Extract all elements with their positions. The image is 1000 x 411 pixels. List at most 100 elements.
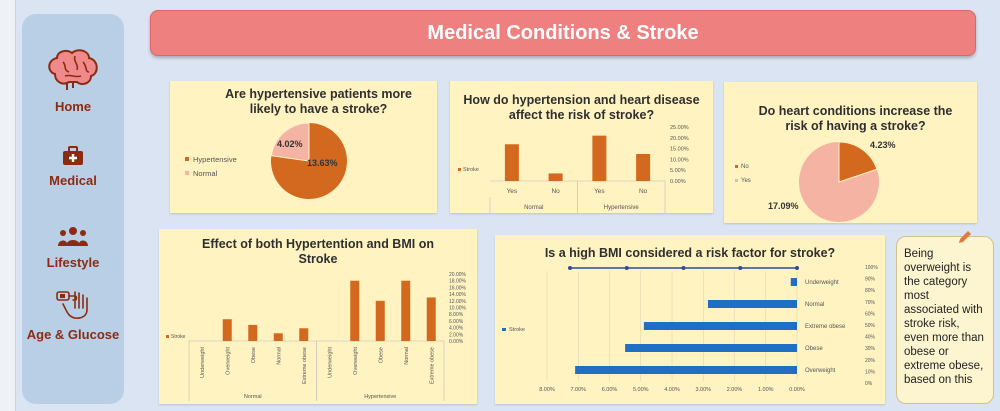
secondary-tick-label: 60% <box>865 311 876 317</box>
legend-hypertensive: Hypertensive <box>193 155 237 164</box>
data-label-normal: 4.02% <box>277 139 303 149</box>
group-label: Hypertensive <box>604 205 640 211</box>
chart-card-bmi: Is a high BMI considered a risk factor f… <box>495 235 885 404</box>
medical-kit-icon <box>63 146 83 165</box>
hand-icon <box>56 291 88 319</box>
secondary-series-point <box>568 266 572 270</box>
x-tick-label: No <box>551 188 560 195</box>
pie-chart-hypertension: 13.63% 4.02% Hypertensive Normal <box>185 122 347 199</box>
pie-slice-no <box>838 141 878 183</box>
x-tick-label: Overweight <box>225 347 231 375</box>
bar <box>401 280 411 341</box>
bar-chart-bmi: Stroke 8.00% 7.00% 6.00% 5.00% 4.00% 3.00% 2.0… <box>502 265 878 393</box>
legend-yes: Yes <box>741 178 751 184</box>
x-tick-label: 3.00% <box>695 387 711 393</box>
legend-marker-no <box>735 165 738 168</box>
nav-home[interactable]: Home <box>22 48 124 114</box>
bar <box>375 300 385 341</box>
y-tick-label: Obese <box>805 346 823 352</box>
x-tick-label: 7.00% <box>570 387 586 393</box>
chart-card-heart-hypertension: How do hypertension and heart disease af… <box>450 81 713 213</box>
x-tick-label: 2.00% <box>727 387 743 393</box>
bar <box>504 144 519 181</box>
bar <box>350 280 360 341</box>
x-tick-label: 6.00% <box>602 387 618 393</box>
group-label: Normal <box>244 394 262 400</box>
x-tick-label: Extreme obese <box>302 347 308 384</box>
x-tick-label: 1.00% <box>758 387 774 393</box>
legend-no: No <box>741 164 749 170</box>
y-tick-label: Extreme obese <box>805 324 846 330</box>
x-tick-label: 8.00% <box>539 387 555 393</box>
y-tick-label: 12.00% <box>449 299 467 305</box>
y-tick-label: 6.00% <box>449 319 464 325</box>
secondary-tick-label: 70% <box>865 300 876 306</box>
secondary-tick-label: 10% <box>865 369 876 375</box>
y-tick-label: 0.00% <box>670 179 686 185</box>
x-tick-label: Normal <box>404 347 410 365</box>
chart-card-hypertension: Are hypertensive patients more likely to… <box>170 81 437 213</box>
x-tick-label: 0.00% <box>789 387 805 393</box>
legend-stroke: Stroke <box>463 167 479 173</box>
chart-title: Is a high BMI considered a risk factor f… <box>544 246 836 260</box>
bar <box>248 324 258 341</box>
bar <box>548 173 563 181</box>
bar <box>636 154 651 181</box>
chart-card-hypertension-bmi: Effect of both Hypertention and BMI on S… <box>159 229 477 404</box>
bar <box>273 333 283 341</box>
group-label: Hypertensive <box>364 394 396 400</box>
chart-title: Do heart conditions increase the risk of… <box>758 104 953 133</box>
y-tick-label: Underweight <box>805 280 839 286</box>
chart-title: Are hypertensive patients more likely to… <box>225 87 412 116</box>
nav-medical[interactable]: Medical <box>22 146 124 188</box>
y-tick-label: 5.00% <box>670 168 686 174</box>
secondary-tick-label: 20% <box>865 358 876 364</box>
legend-marker-hypertensive <box>185 157 189 161</box>
people-icon <box>58 227 88 246</box>
pie-slice-normal <box>270 122 310 162</box>
bar <box>790 278 797 286</box>
secondary-tick-label: 50% <box>865 323 876 329</box>
bar <box>592 135 607 181</box>
x-tick-label: Yes <box>594 188 605 195</box>
y-tick-label: 15.00% <box>670 147 689 153</box>
secondary-tick-label: 80% <box>865 288 876 294</box>
nav-age-glucose[interactable]: Age & Glucose <box>22 288 124 342</box>
sidebar: Home Medical Lifestyle Age & Glucose <box>22 14 124 404</box>
secondary-tick-label: 40% <box>865 335 876 341</box>
y-tick-label: 18.00% <box>449 279 467 285</box>
x-tick-label: Obese <box>251 347 257 363</box>
nav-medical-label: Medical <box>49 173 97 188</box>
legend-marker-stroke <box>502 328 506 331</box>
y-tick-label: 25.00% <box>670 125 689 131</box>
bar <box>625 344 797 352</box>
page-title: Medical Conditions & Stroke <box>427 21 699 44</box>
bar <box>426 297 436 341</box>
chart-card-heart: Do heart conditions increase the risk of… <box>724 82 977 223</box>
legend-marker-normal <box>185 171 189 175</box>
pencil-icon <box>959 231 971 243</box>
y-tick-label: 10.00% <box>449 306 467 312</box>
nav-age-glucose-label: Age & Glucose <box>26 327 120 342</box>
bar <box>299 328 309 341</box>
x-tick-label: Obese <box>378 347 384 363</box>
legend-normal: Normal <box>193 169 218 178</box>
secondary-tick-label: 100% <box>865 265 878 271</box>
x-tick-label: Overweight <box>353 347 359 375</box>
y-tick-label: 8.00% <box>449 312 464 318</box>
legend-marker-yes <box>735 179 738 182</box>
nav-lifestyle[interactable]: Lifestyle <box>22 226 124 270</box>
secondary-series-point <box>738 266 743 270</box>
legend-stroke: Stroke <box>509 327 525 333</box>
pie-chart-heart: 4.23% 17.09% No Yes <box>735 140 896 223</box>
nav-lifestyle-label: Lifestyle <box>46 255 100 270</box>
legend-stroke: Stroke <box>171 334 186 340</box>
chart-title: Effect of both Hypertention and BMI on S… <box>202 237 434 266</box>
insight-note: Being overweight is the category most as… <box>896 236 994 404</box>
y-tick-label: Normal <box>805 302 824 308</box>
y-tick-label: 2.00% <box>449 332 464 338</box>
x-tick-label: 5.00% <box>633 387 649 393</box>
legend-marker-stroke <box>166 335 169 338</box>
x-tick-label: No <box>639 188 648 195</box>
x-tick-label: 4.00% <box>664 387 680 393</box>
